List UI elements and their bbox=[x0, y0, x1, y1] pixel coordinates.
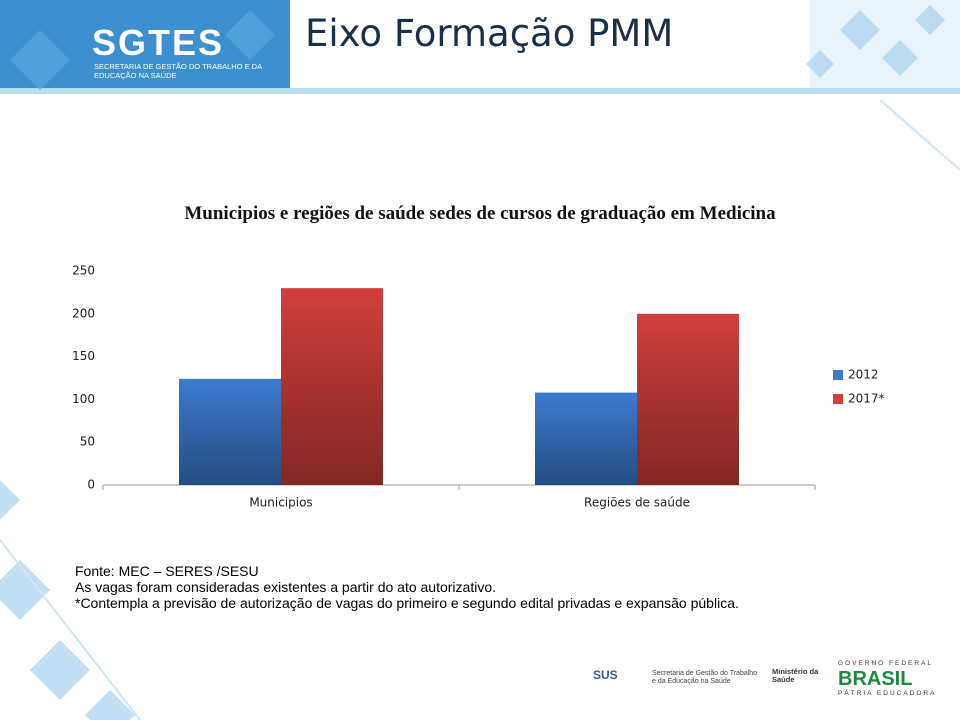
y-tick-label: 100 bbox=[72, 392, 95, 406]
legend-label: 2012 bbox=[848, 368, 879, 382]
governo-logo: GOVERNO FEDERAL bbox=[838, 660, 934, 667]
x-tick-label: Regiões de saúde bbox=[584, 496, 690, 510]
legend-label: 2017* bbox=[848, 392, 885, 406]
patria-logo: PÁTRIA EDUCADORA bbox=[838, 690, 937, 697]
bar bbox=[535, 392, 637, 485]
y-tick-label: 200 bbox=[72, 306, 95, 320]
brasil-logo: BRASIL bbox=[838, 668, 913, 690]
legend-swatch bbox=[833, 394, 843, 404]
y-tick-label: 150 bbox=[72, 349, 95, 363]
slide-title: Eixo Formação PMM bbox=[305, 12, 674, 55]
bar bbox=[179, 378, 281, 485]
note: As vagas foram consideradas existentes a… bbox=[75, 579, 496, 595]
bar bbox=[281, 288, 383, 485]
y-tick-label: 0 bbox=[87, 478, 95, 492]
notes: Fonte: MEC – SERES /SESU As vagas foram … bbox=[75, 563, 739, 611]
y-tick-label: 250 bbox=[72, 264, 95, 278]
chart-title: Municipios e regiões de saúde sedes de c… bbox=[184, 203, 776, 224]
note: *Contempla a previsão de autorização de … bbox=[75, 595, 739, 611]
bar bbox=[637, 313, 739, 485]
sus-logo: SUS bbox=[593, 668, 618, 682]
secretaria-logo: Secretaria de Gestão do Trabalho e da Ed… bbox=[652, 670, 758, 685]
x-tick-label: Municipios bbox=[249, 496, 312, 510]
legend-swatch bbox=[833, 370, 843, 380]
y-tick-label: 50 bbox=[80, 435, 95, 449]
note: Fonte: MEC – SERES /SESU bbox=[75, 563, 259, 579]
logo: SGTES bbox=[92, 22, 225, 63]
logo-subtitle: SECRETARIA DE GESTÃO DO TRABALHO E DA ED… bbox=[94, 62, 262, 80]
ministerio-logo: Ministério da Saúde bbox=[772, 667, 819, 684]
